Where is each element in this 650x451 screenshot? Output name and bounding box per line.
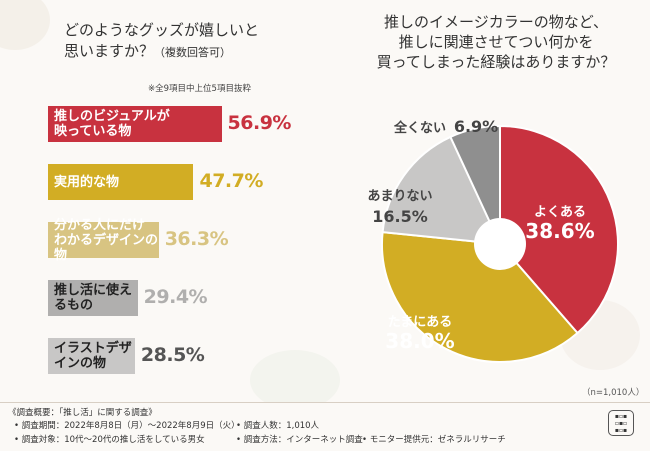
pie-slice-label: あまりない xyxy=(367,189,432,204)
bar-2: 実用的な物 xyxy=(48,164,194,200)
pie-chart: よくある 38.6% たまにある 38.0% あまりない 16.5% 全くない 6.9% xyxy=(360,100,640,380)
bar-value-label: 56.9% xyxy=(227,112,292,134)
question-left-line2: 思いますか？ xyxy=(64,42,155,60)
excerpt-note: ※全9項目中上位5項目抜粋 xyxy=(148,84,251,94)
pie-slice-value: 38.0% xyxy=(385,329,454,353)
survey-method: • 調査方法：インターネット調査 xyxy=(236,435,363,445)
survey-title: 《調査概要：「推し活」に関する調査》 xyxy=(8,408,157,418)
survey-provider: • モニター提供元：ゼネラルリサーチ xyxy=(362,435,506,445)
company-logo: ▪▫▪ ▫▪▫ ▪▫▪ xyxy=(608,410,634,436)
question-left-multi-note: （複数回答可） xyxy=(154,46,232,59)
question-right-line3: 買ってしまった経験はありますか？ xyxy=(376,53,616,71)
sample-size-note: （n=1,010人） xyxy=(582,388,645,398)
flower-decoration xyxy=(0,0,50,50)
pie-slice-label: たまにある xyxy=(388,315,453,330)
bar-value-label: 36.3% xyxy=(164,228,229,250)
survey-period: • 調査期間：2022年8月8日（月）～2022年8月9日（火） xyxy=(14,421,240,431)
bar-label: 推し活に使えるもの xyxy=(54,283,133,313)
bar-5: イラストデザインの物 xyxy=(48,338,135,374)
question-right: 推しのイメージカラーの物など、 推しに関連させてつい何かを 買ってしまった経験は… xyxy=(366,12,626,72)
bar-label: 推しのビジュアルが 映っている物 xyxy=(54,109,170,139)
bar-4: 推し活に使えるもの xyxy=(48,280,138,316)
pie-slice-label: よくある xyxy=(534,205,586,220)
question-right-line2: 推しに関連させてつい何かを xyxy=(398,33,594,51)
bar-label: イラストデザインの物 xyxy=(54,341,132,371)
survey-footer: 《調査概要：「推し活」に関する調査》 • 調査期間：2022年8月8日（月）～2… xyxy=(0,402,650,451)
flower-decoration xyxy=(250,350,340,410)
bar-value-label: 28.5% xyxy=(140,344,205,366)
pie-slice xyxy=(499,124,619,335)
pie-slice xyxy=(381,231,579,363)
survey-target: • 調査対象：10代～20代の推し活をしている男女 xyxy=(14,435,205,445)
bar-label: 分かる人にだけ わかるデザインの物 xyxy=(54,217,159,263)
question-left: どのようなグッズが嬉しいと 思いますか？（複数回答可） xyxy=(64,20,294,63)
bar-value-label: 47.7% xyxy=(199,170,263,192)
pie-slice xyxy=(381,135,502,246)
pie-slice-label: 全くない xyxy=(393,120,446,136)
question-right-line1: 推しのイメージカラーの物など、 xyxy=(384,13,608,31)
bar-3: 分かる人にだけ わかるデザインの物 xyxy=(48,218,159,263)
survey-count: • 調査人数：1,010人 xyxy=(236,421,320,431)
pie-slice xyxy=(449,124,501,245)
question-left-line1: どのようなグッズが嬉しいと xyxy=(64,21,260,39)
bar-value-label: 29.4% xyxy=(143,286,208,308)
bar-label: 実用的な物 xyxy=(54,174,120,190)
pie-slice-value: 38.6% xyxy=(525,219,594,243)
bar-1: 推しのビジュアルが 映っている物 xyxy=(48,106,222,142)
pie-center-hole xyxy=(474,218,526,270)
pie-slice-value: 6.9% xyxy=(454,117,498,136)
pie-slice-value: 16.5% xyxy=(372,207,428,226)
